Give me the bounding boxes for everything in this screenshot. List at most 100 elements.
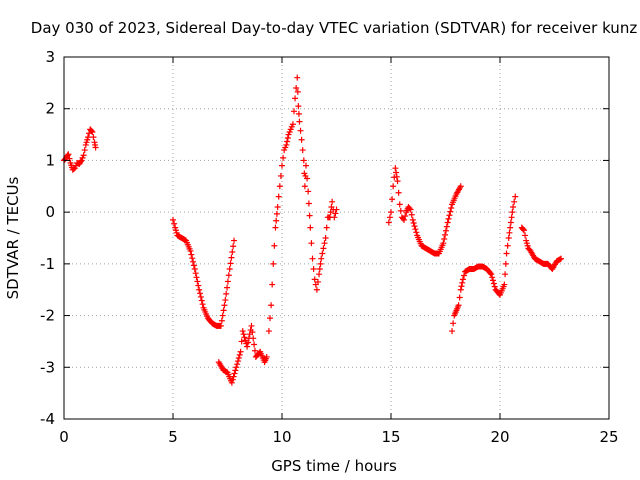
data-point	[267, 315, 274, 322]
data-point	[297, 127, 304, 134]
data-point	[89, 128, 96, 135]
data-point	[65, 151, 72, 158]
data-point	[332, 210, 339, 217]
data-point	[298, 136, 305, 143]
data-point	[294, 88, 301, 95]
data-point	[394, 178, 401, 185]
data-point	[409, 216, 416, 223]
data-point	[265, 328, 272, 335]
data-point	[321, 240, 328, 247]
data-point	[302, 162, 309, 169]
data-point	[81, 147, 88, 154]
data-point	[251, 347, 258, 354]
data-point	[507, 219, 514, 226]
data-point	[458, 283, 465, 290]
data-point	[489, 274, 496, 281]
data-point	[487, 270, 494, 277]
data-point	[329, 198, 336, 205]
data-point	[239, 328, 246, 335]
data-point	[511, 198, 518, 205]
y-tick-label: 3	[45, 48, 55, 66]
data-point	[236, 351, 243, 358]
data-point	[411, 223, 418, 230]
data-point	[289, 121, 296, 128]
data-point	[502, 271, 509, 278]
data-point	[276, 183, 283, 190]
data-point	[219, 312, 226, 319]
data-point	[309, 255, 316, 262]
data-point	[316, 271, 323, 278]
data-point	[520, 227, 527, 234]
data-point	[322, 235, 329, 241]
data-point	[296, 118, 303, 125]
data-point	[395, 189, 402, 196]
data-point	[490, 280, 497, 287]
data-point	[190, 258, 197, 265]
grid-lines	[64, 57, 609, 419]
data-point	[290, 108, 297, 115]
data-point	[442, 227, 449, 234]
data-point	[307, 224, 314, 231]
data-point	[244, 343, 251, 350]
data-point	[316, 266, 323, 273]
data-point	[407, 206, 414, 213]
data-point	[306, 212, 313, 219]
data-point	[80, 152, 87, 159]
data-point	[459, 279, 466, 286]
data-point	[520, 226, 527, 233]
data-point	[195, 282, 202, 289]
data-point	[455, 302, 462, 309]
plot-frame	[63, 56, 610, 420]
x-tick-label: 5	[168, 428, 178, 446]
data-point	[317, 260, 324, 267]
data-point	[490, 277, 497, 284]
data-point	[396, 201, 403, 208]
y-axis-label: SDTVAR / TECUs	[4, 176, 22, 299]
data-point	[509, 209, 516, 216]
data-points	[61, 74, 565, 386]
x-tick-label: 10	[272, 428, 291, 446]
y-tick-label: 2	[45, 100, 55, 118]
data-point	[218, 317, 225, 324]
data-point	[443, 223, 450, 230]
data-point	[440, 240, 447, 247]
data-point	[305, 200, 312, 207]
data-point	[402, 213, 409, 220]
data-point	[233, 364, 240, 371]
data-point	[512, 193, 519, 200]
data-point	[444, 219, 451, 226]
data-point	[224, 284, 231, 291]
x-axis-label: GPS time / hours	[271, 457, 397, 475]
data-point	[448, 205, 455, 212]
data-point	[64, 152, 71, 159]
data-point	[77, 158, 84, 165]
data-point	[280, 154, 287, 161]
data-point	[457, 183, 464, 190]
data-point	[447, 208, 454, 215]
data-point	[442, 231, 449, 238]
data-point	[269, 281, 276, 288]
data-point	[188, 251, 195, 258]
data-point	[189, 255, 196, 262]
data-point	[304, 175, 311, 182]
data-point	[273, 217, 280, 224]
y-tick-label: 0	[45, 203, 55, 221]
data-point	[228, 379, 235, 386]
data-point	[445, 215, 452, 222]
data-point	[92, 144, 99, 151]
data-point	[263, 353, 270, 360]
data-point	[389, 196, 396, 203]
data-point	[502, 260, 509, 267]
data-point	[192, 270, 199, 277]
data-point	[224, 278, 231, 285]
data-point	[310, 266, 317, 273]
y-tick-label: -1	[40, 255, 55, 273]
x-tick-label: 0	[59, 428, 69, 446]
data-point	[301, 183, 308, 190]
data-point	[90, 134, 97, 141]
data-point	[197, 290, 204, 297]
data-point	[299, 147, 306, 154]
data-point	[241, 334, 248, 341]
data-point	[501, 281, 508, 288]
